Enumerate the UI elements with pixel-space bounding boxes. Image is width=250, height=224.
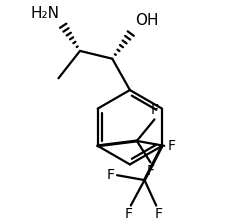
Text: H₂N: H₂N <box>30 6 60 21</box>
Text: F: F <box>125 207 133 222</box>
Text: F: F <box>146 164 154 179</box>
Text: OH: OH <box>135 13 158 28</box>
Text: F: F <box>167 139 175 153</box>
Text: F: F <box>106 168 114 182</box>
Text: F: F <box>154 207 162 222</box>
Text: F: F <box>150 103 158 117</box>
